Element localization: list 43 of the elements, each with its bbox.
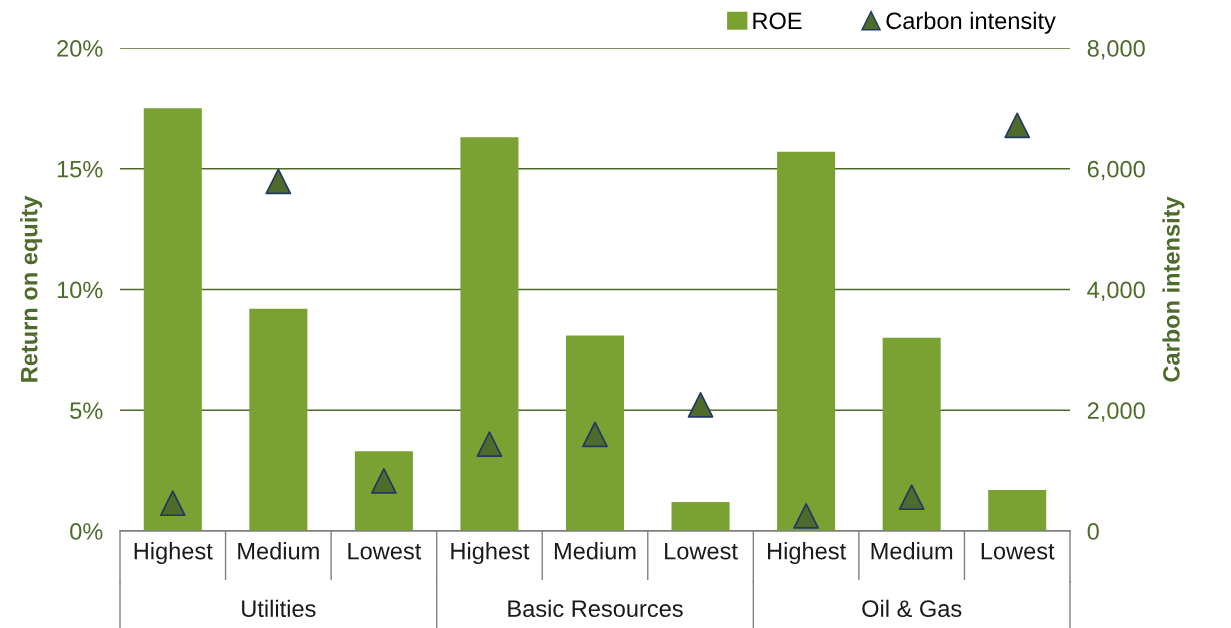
bar (249, 308, 308, 531)
point (159, 490, 186, 517)
bar (460, 137, 519, 531)
x-tick-label: Medium (554, 542, 636, 560)
bar (143, 108, 202, 531)
point (476, 431, 503, 457)
bar (354, 451, 413, 531)
y-axis-title: Return on equity (20, 195, 43, 382)
text: Utilities (242, 599, 316, 618)
text: Oil & Gas (862, 599, 962, 618)
bar (671, 502, 730, 531)
point (1004, 112, 1031, 139)
point (687, 391, 714, 418)
y2-tick-label: 0 (1087, 523, 1099, 540)
y-tick-label: 20% (57, 40, 103, 57)
y-tick-label: 0% (70, 523, 103, 540)
legend-label: Carbon intensity (886, 11, 1056, 34)
point (898, 484, 925, 511)
x-tick-label: Medium (238, 542, 319, 560)
point (793, 503, 819, 529)
y2-tick-label: 8,000 (1087, 40, 1145, 60)
x-tick-label: Highest (134, 542, 213, 565)
y-tick-label: 10% (57, 281, 103, 299)
legend-label: ROE (753, 12, 802, 30)
y-tick-label: 5% (70, 402, 103, 420)
y2-tick-label: 2,000 (1087, 402, 1145, 422)
y2-axis-title: Carbon intensity (1162, 196, 1185, 382)
x-tick-label: Lowest (665, 542, 738, 560)
x-tick-label: Highest (451, 542, 530, 565)
y-tick-label: 15% (57, 160, 103, 178)
point (265, 168, 292, 195)
point (582, 421, 608, 448)
bar (882, 337, 941, 531)
x-tick-label: Lowest (348, 542, 422, 560)
x-tick-label: Medium (871, 542, 953, 560)
y2-tick-label: 4,000 (1087, 281, 1145, 302)
bar (988, 489, 1047, 531)
text: Basic Resources (508, 599, 683, 618)
x-tick-label: Highest (768, 542, 846, 565)
bar (565, 335, 625, 531)
x-tick-label: Lowest (981, 542, 1055, 560)
y2-tick-label: 6,000 (1087, 160, 1145, 181)
bar (777, 151, 836, 531)
